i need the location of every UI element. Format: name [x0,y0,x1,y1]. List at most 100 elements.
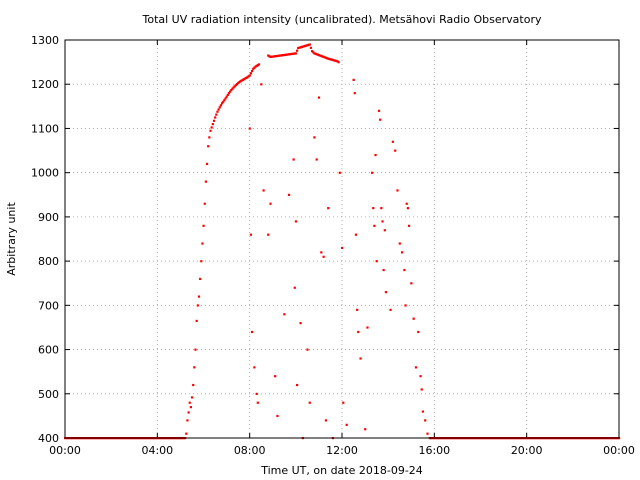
data-point [200,260,203,263]
data-point [225,95,228,98]
data-point [359,357,362,360]
data-point [274,55,277,58]
data-point [330,58,333,61]
data-point [268,55,271,58]
data-point [334,59,337,62]
data-point [207,145,210,148]
data-point [396,189,399,192]
chart-title: Total UV radiation intensity (uncalibrat… [142,13,542,26]
data-point [195,319,198,323]
data-point [377,109,381,112]
data-point [201,242,204,245]
data-point [248,74,251,77]
data-point [193,366,196,369]
data-point [316,53,319,56]
data-point [253,366,256,369]
data-point [375,260,378,263]
data-point [199,277,202,280]
data-point [293,52,296,55]
data-point [407,224,411,227]
data-point [302,45,306,48]
data-point [424,419,427,422]
data-point [327,207,330,210]
data-point [381,220,384,223]
data-point [279,54,283,57]
data-point [292,158,295,161]
data-point [205,162,209,166]
data-point [324,56,328,59]
data-point [208,136,211,139]
y-tick-label: 900 [38,211,59,224]
data-point [214,116,217,119]
data-point [186,419,189,422]
data-point [227,92,231,95]
data-point [241,78,244,81]
data-point [373,224,376,227]
data-point [324,419,328,422]
data-point [250,330,254,334]
data-point [323,56,326,59]
x-tick-label: 20:00 [511,444,543,457]
axis-ticks: 00:00 04:00 08:00 12:00 16:00 20:00 00:0040050… [31,34,635,457]
data-point [297,46,300,50]
data-point [253,66,256,69]
data-point [341,246,344,250]
data-point [239,80,242,83]
data-point [249,72,253,75]
data-point [267,54,270,57]
data-point [312,51,315,54]
data-point [260,83,263,86]
data-point [211,123,214,126]
data-point [226,93,229,97]
y-tick-label: 800 [38,255,59,268]
data-point [353,92,356,95]
x-tick-label: 00:00 [603,444,635,457]
data-point [256,64,259,67]
data-point [404,304,407,307]
data-point [329,58,332,61]
data-point [255,392,258,395]
data-point [320,251,323,254]
data-point [406,207,409,210]
data-point [307,43,310,46]
data-point [209,129,212,132]
data-point [188,401,191,404]
data-point [287,53,291,56]
data-point [285,53,288,56]
data-point [364,428,367,431]
data-point [384,291,388,294]
data-point [233,85,236,88]
y-tick-label: 1200 [31,78,59,91]
data-point [325,57,329,60]
data-point [283,53,286,57]
data-point [246,76,249,79]
data-point [401,251,404,254]
data-point [426,432,429,435]
data-point [306,348,309,351]
data-point [282,54,285,57]
data-point [314,52,317,55]
data-point [327,57,330,60]
data-point [295,383,299,387]
data-point [256,401,259,404]
data-point [240,79,243,82]
data-point [223,99,226,102]
grid-lines [65,40,619,438]
data-point [276,414,279,418]
data-point [230,88,233,92]
data-point [298,46,301,49]
data-point [249,233,253,236]
data-point [284,53,287,56]
data-point [219,104,223,107]
data-point [267,233,270,236]
data-point [287,193,291,196]
data-point [270,55,273,58]
data-point [257,63,261,66]
data-point [372,207,375,210]
data-point [371,171,374,174]
data-point [275,55,278,58]
data-point [194,348,197,351]
data-point [216,110,219,113]
data-point [250,69,254,73]
data-point [352,78,355,81]
